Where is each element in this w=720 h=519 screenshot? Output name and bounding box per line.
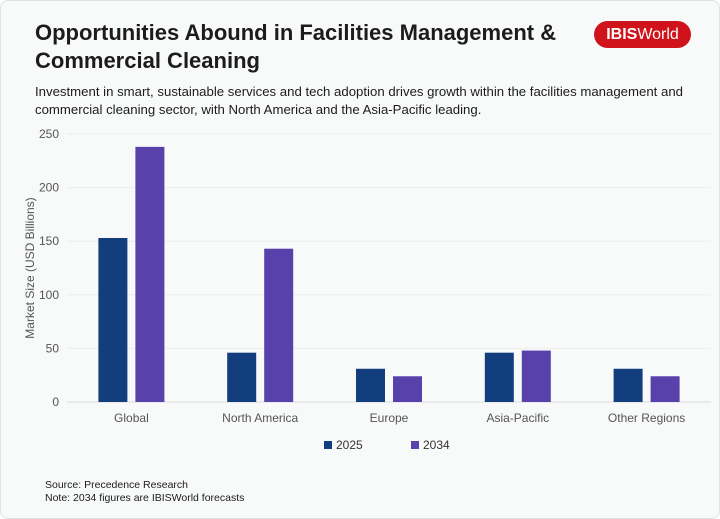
x-tick-label: Asia-Pacific	[486, 411, 549, 425]
bar-2034-global	[135, 146, 165, 402]
y-tick-label: 100	[39, 288, 59, 302]
legend-swatch-2025	[324, 441, 332, 449]
legend-label-2025: 2025	[336, 438, 363, 452]
source-note: Source: Precedence Research Note: 2034 f…	[45, 479, 244, 505]
ibisworld-logo: IBISWorld	[594, 21, 691, 48]
bar-2025-europe	[356, 368, 385, 402]
y-tick-label: 200	[39, 181, 59, 195]
bar-2025-north-america	[227, 352, 257, 402]
legend-label-2034: 2034	[423, 438, 450, 452]
x-tick-label: Global	[114, 411, 149, 425]
x-tick-label: North America	[222, 411, 298, 425]
y-axis-label: Market Size (USD Billions)	[23, 197, 37, 338]
bar-2025-global	[98, 237, 128, 402]
bar-2034-other-regions	[650, 376, 680, 402]
y-tick-label: 250	[39, 127, 59, 141]
y-tick-label: 150	[39, 234, 59, 248]
y-tick-label: 0	[52, 395, 59, 409]
bar-2025-other-regions	[613, 368, 643, 402]
bar-2034-europe	[393, 376, 422, 402]
bar-chart: 0 50 100 150 200 250 Market Size (USD Billions…	[23, 127, 711, 452]
chart-subtitle: Investment in smart, sustainable service…	[35, 84, 683, 117]
bar-2034-north-america	[264, 248, 294, 402]
bar-2034-asia-pacific	[521, 350, 551, 402]
y-tick-label: 50	[46, 341, 60, 355]
x-tick-label: Other Regions	[608, 411, 685, 425]
forecast-note: Note: 2034 figures are IBISWorld forecas…	[45, 492, 245, 504]
chart-title: Opportunities Abound in Facilities Manag…	[35, 20, 557, 73]
source-text: Source: Precedence Research	[45, 479, 188, 491]
bar-2025-asia-pacific	[484, 352, 514, 402]
legend-swatch-2034	[411, 441, 419, 449]
x-tick-label: Europe	[370, 411, 409, 425]
